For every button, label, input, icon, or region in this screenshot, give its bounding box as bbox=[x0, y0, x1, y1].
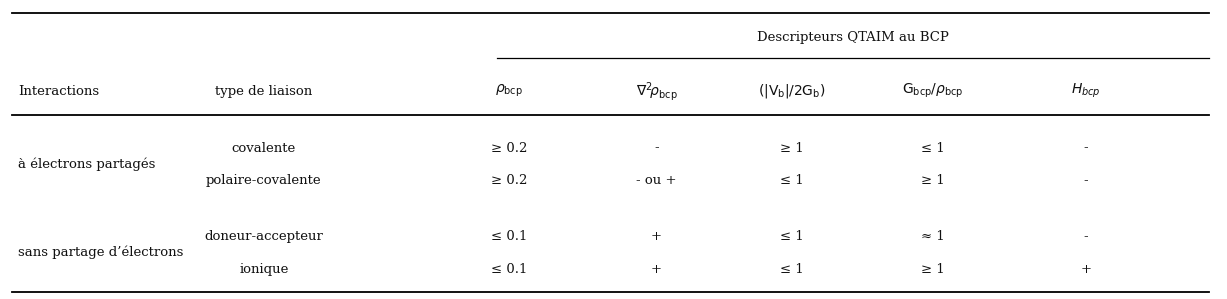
Text: ≈ 1: ≈ 1 bbox=[920, 230, 945, 243]
Text: $(|\mathrm{V}_\mathrm{b}|/2\mathrm{G}_\mathrm{b})$: $(|\mathrm{V}_\mathrm{b}|/2\mathrm{G}_\m… bbox=[757, 82, 826, 100]
Text: ≤ 1: ≤ 1 bbox=[779, 230, 804, 243]
Text: -: - bbox=[1083, 230, 1088, 243]
Text: ≤ 1: ≤ 1 bbox=[920, 141, 945, 155]
Text: à électrons partagés: à électrons partagés bbox=[18, 158, 156, 171]
Text: polaire-covalente: polaire-covalente bbox=[206, 174, 321, 187]
Text: ≥ 0.2: ≥ 0.2 bbox=[491, 174, 528, 187]
Text: ≤ 0.1: ≤ 0.1 bbox=[491, 230, 528, 243]
Text: ≤ 0.1: ≤ 0.1 bbox=[491, 263, 528, 276]
Text: Descripteurs QTAIM au BCP: Descripteurs QTAIM au BCP bbox=[757, 31, 948, 44]
Text: Interactions: Interactions bbox=[18, 85, 99, 98]
Text: $\rho_{\mathrm{bcp}}$: $\rho_{\mathrm{bcp}}$ bbox=[496, 83, 523, 99]
Text: +: + bbox=[1081, 263, 1091, 276]
Text: doneur-accepteur: doneur-accepteur bbox=[205, 230, 323, 243]
Text: $\mathrm{G}_{\mathrm{bcp}}/\rho_{\mathrm{bcp}}$: $\mathrm{G}_{\mathrm{bcp}}/\rho_{\mathrm… bbox=[902, 82, 963, 100]
Text: ≤ 1: ≤ 1 bbox=[779, 263, 804, 276]
Text: ≥ 1: ≥ 1 bbox=[920, 263, 945, 276]
Text: ≥ 0.2: ≥ 0.2 bbox=[491, 141, 528, 155]
Text: +: + bbox=[652, 263, 661, 276]
Text: covalente: covalente bbox=[232, 141, 296, 155]
Text: sans partage d’électrons: sans partage d’électrons bbox=[18, 246, 184, 260]
Text: ≥ 1: ≥ 1 bbox=[779, 141, 804, 155]
Text: $\mathit{H}_{bcp}$: $\mathit{H}_{bcp}$ bbox=[1071, 82, 1101, 100]
Text: ≥ 1: ≥ 1 bbox=[920, 174, 945, 187]
Text: ionique: ionique bbox=[239, 263, 288, 276]
Text: -: - bbox=[1083, 174, 1088, 187]
Text: type de liaison: type de liaison bbox=[215, 85, 313, 98]
Text: +: + bbox=[652, 230, 661, 243]
Text: $\nabla^2\!\rho_{\mathrm{bcp}}$: $\nabla^2\!\rho_{\mathrm{bcp}}$ bbox=[636, 80, 677, 103]
Text: -: - bbox=[654, 141, 659, 155]
Text: - ou +: - ou + bbox=[636, 174, 677, 187]
Text: ≤ 1: ≤ 1 bbox=[779, 174, 804, 187]
Text: -: - bbox=[1083, 141, 1088, 155]
